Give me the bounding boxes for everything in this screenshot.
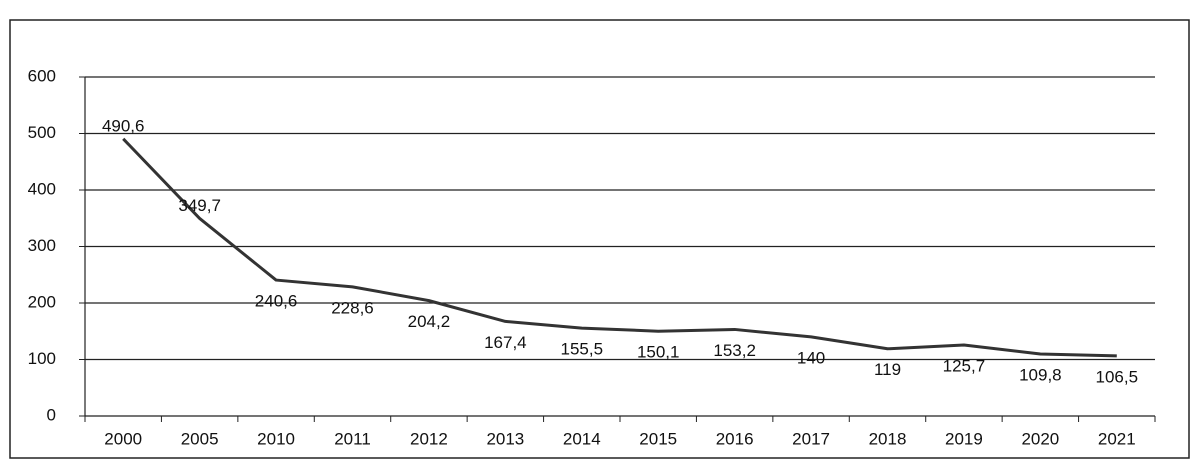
- x-tick-label: 2019: [945, 429, 983, 448]
- y-tick-label: 500: [28, 123, 56, 142]
- x-tick-label: 2013: [486, 429, 524, 448]
- x-tick-label: 2012: [410, 429, 448, 448]
- x-tick-label: 2016: [716, 429, 754, 448]
- x-tick-label: 2000: [104, 429, 142, 448]
- x-tick-label: 2014: [563, 429, 601, 448]
- y-tick-label: 0: [47, 405, 56, 424]
- data-label: 106,5: [1096, 367, 1139, 386]
- data-label: 140: [797, 348, 825, 367]
- data-label: 155,5: [561, 340, 604, 359]
- y-tick-label: 200: [28, 292, 56, 311]
- x-tick-label: 2015: [639, 429, 677, 448]
- x-tick-label: 2021: [1098, 429, 1136, 448]
- x-tick-label: 2020: [1021, 429, 1059, 448]
- data-label: 153,2: [713, 341, 756, 360]
- data-label: 490,6: [102, 116, 145, 135]
- data-label: 125,7: [943, 356, 986, 375]
- data-label: 204,2: [408, 312, 451, 331]
- frame: [9, 19, 1190, 459]
- x-tick-label: 2005: [181, 429, 219, 448]
- data-label: 167,4: [484, 333, 527, 352]
- x-tick-label: 2018: [869, 429, 907, 448]
- x-tick-label: 2011: [334, 429, 371, 448]
- data-label: 119: [874, 360, 901, 379]
- data-label: 150,1: [637, 343, 680, 362]
- x-tick-label: 2010: [257, 429, 295, 448]
- data-label: 228,6: [331, 298, 374, 317]
- y-tick-label: 400: [28, 179, 56, 198]
- y-tick-label: 100: [28, 349, 56, 368]
- y-tick-label: 600: [28, 66, 56, 85]
- line: [122, 137, 1117, 358]
- data-label: 240,6: [255, 292, 298, 311]
- data-label: 109,8: [1019, 365, 1062, 384]
- x-tick-label: 2017: [792, 429, 830, 448]
- y-tick-label: 300: [28, 236, 56, 255]
- data-label: 349,7: [178, 196, 221, 215]
